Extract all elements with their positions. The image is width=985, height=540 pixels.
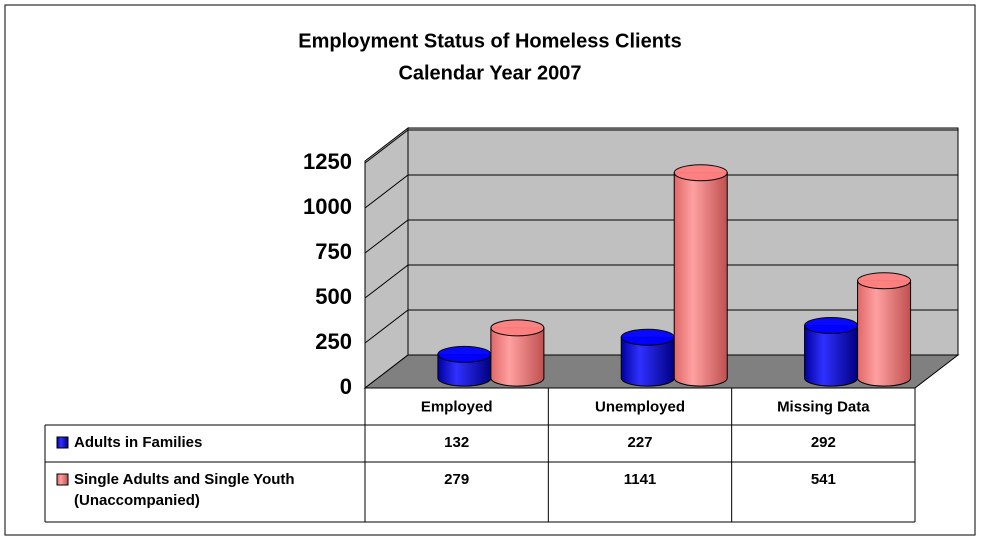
bar-top [437, 345, 492, 363]
bar [857, 272, 912, 387]
y-tick-label: 500 [315, 284, 352, 309]
bar-body [857, 280, 912, 387]
bar [437, 345, 492, 387]
legend-label: Adults in Families [74, 434, 203, 451]
bar-top [804, 317, 859, 335]
y-tick-label: 750 [315, 239, 352, 264]
y-tick-label: 1250 [303, 149, 352, 174]
chart-title: Employment Status of Homeless Clients [298, 30, 681, 52]
y-tick-label: 0 [340, 374, 352, 399]
x-tick-label: Missing Data [777, 398, 870, 415]
data-label: 227 [627, 434, 652, 451]
side-wall [364, 126, 409, 390]
bar-body [437, 353, 492, 387]
bar-body [673, 172, 728, 387]
data-label: 279 [444, 471, 469, 488]
bar [673, 164, 728, 387]
bar [490, 319, 545, 387]
chart-subtitle: Calendar Year 2007 [398, 62, 581, 84]
bar-top [490, 319, 545, 337]
data-label: 132 [444, 434, 469, 451]
grid-line [364, 309, 958, 344]
legend-label-box: Adults in Families [74, 434, 203, 451]
legend-label-box: Single Adults and Single Youth (Unaccomp… [74, 471, 295, 509]
legend-label: Single Adults and Single Youth (Unaccomp… [74, 471, 295, 509]
bar-body [804, 325, 859, 387]
bar-body [490, 327, 545, 387]
data-label: 541 [811, 471, 836, 488]
legend-swatch [56, 436, 69, 449]
x-tick-label: Employed [421, 398, 493, 415]
bar-body [620, 336, 675, 387]
bar-top [620, 328, 675, 346]
x-tick-label: Unemployed [595, 398, 685, 415]
grid-line [364, 174, 958, 209]
legend-swatch [56, 473, 69, 486]
y-tick-label: 250 [315, 329, 352, 354]
grid-line [364, 129, 958, 164]
bar [804, 317, 859, 387]
data-label: 292 [811, 434, 836, 451]
grid-line [364, 264, 958, 299]
bar-top [857, 272, 912, 290]
bar [620, 328, 675, 387]
data-label: 1141 [624, 471, 657, 488]
bar-top [673, 164, 728, 182]
grid-line [364, 219, 958, 254]
y-tick-label: 1000 [303, 194, 352, 219]
